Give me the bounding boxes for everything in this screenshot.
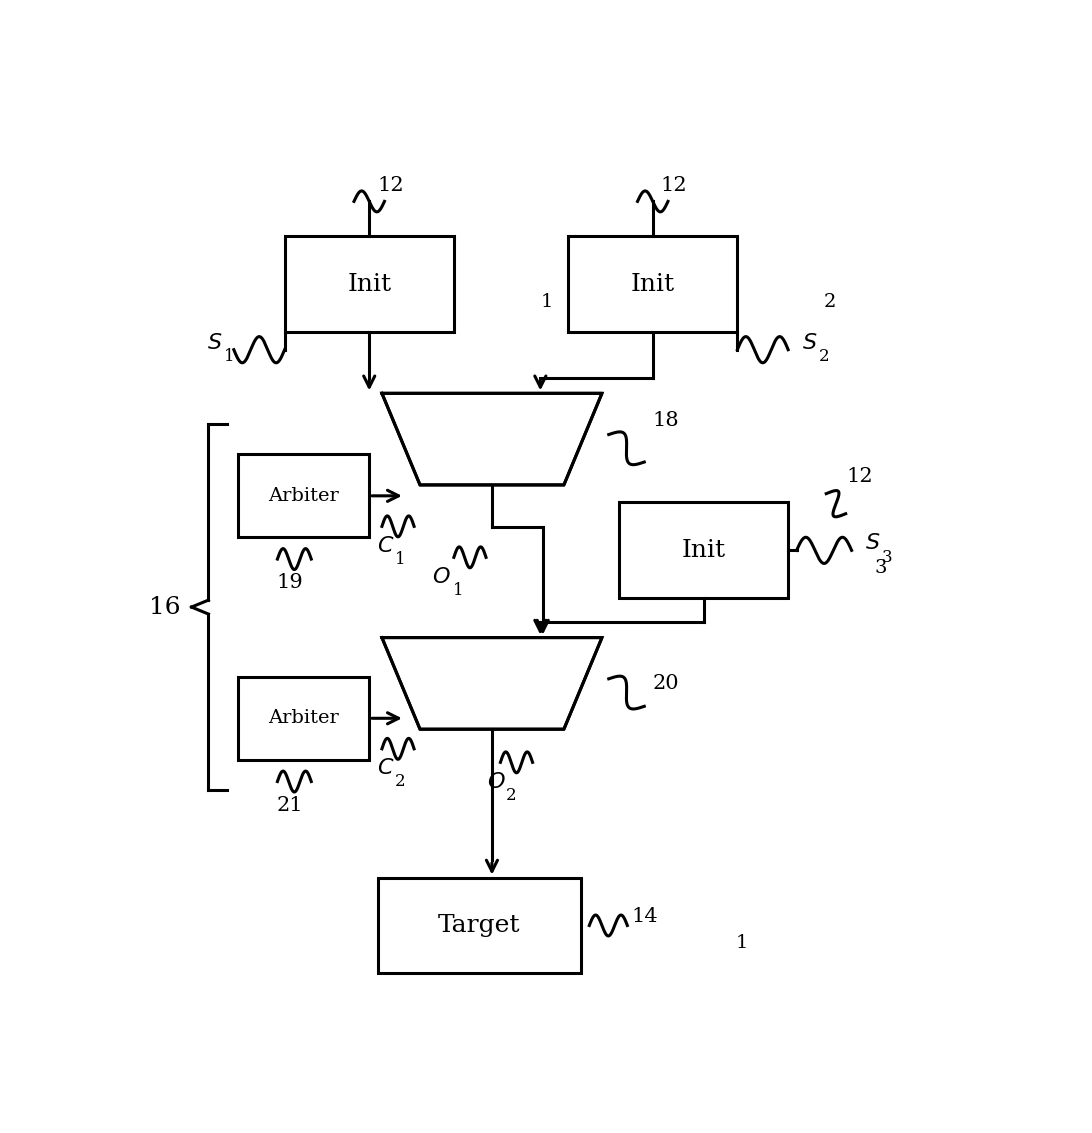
Text: 20: 20 xyxy=(652,674,679,693)
Polygon shape xyxy=(382,638,602,730)
Text: 1: 1 xyxy=(395,551,406,568)
Text: $C$: $C$ xyxy=(378,757,395,780)
Text: $C$: $C$ xyxy=(378,535,395,556)
FancyBboxPatch shape xyxy=(238,454,369,537)
Text: 3: 3 xyxy=(875,559,887,577)
Text: Target: Target xyxy=(438,914,521,937)
Text: $S$: $S$ xyxy=(207,332,223,353)
Text: 21: 21 xyxy=(276,795,304,815)
Text: 18: 18 xyxy=(652,411,679,431)
Text: 16: 16 xyxy=(149,596,180,619)
Text: Init: Init xyxy=(347,273,391,296)
Text: Init: Init xyxy=(681,539,725,562)
Text: 19: 19 xyxy=(276,573,304,593)
Text: Arbiter: Arbiter xyxy=(269,709,339,727)
Text: $S$: $S$ xyxy=(802,332,817,353)
Text: 3: 3 xyxy=(882,548,892,565)
Text: 12: 12 xyxy=(846,467,874,486)
FancyBboxPatch shape xyxy=(378,877,581,973)
Text: $S$: $S$ xyxy=(865,533,880,554)
Polygon shape xyxy=(382,393,602,485)
Text: 2: 2 xyxy=(506,787,517,804)
FancyBboxPatch shape xyxy=(619,502,788,598)
Text: Arbiter: Arbiter xyxy=(269,487,339,505)
Text: 1: 1 xyxy=(224,348,235,365)
Text: 1: 1 xyxy=(541,292,553,310)
Text: 2: 2 xyxy=(395,774,406,791)
FancyBboxPatch shape xyxy=(568,237,737,332)
FancyBboxPatch shape xyxy=(285,237,454,332)
Text: 12: 12 xyxy=(377,177,404,195)
Text: 12: 12 xyxy=(661,177,687,195)
Text: $O$: $O$ xyxy=(431,565,451,588)
Text: 14: 14 xyxy=(631,908,657,927)
Text: 2: 2 xyxy=(824,292,836,310)
Text: 2: 2 xyxy=(818,348,829,365)
Text: 1: 1 xyxy=(453,582,463,599)
Text: Init: Init xyxy=(631,273,675,296)
FancyBboxPatch shape xyxy=(238,676,369,760)
Text: $O$: $O$ xyxy=(487,770,506,793)
Text: 1: 1 xyxy=(736,934,748,952)
